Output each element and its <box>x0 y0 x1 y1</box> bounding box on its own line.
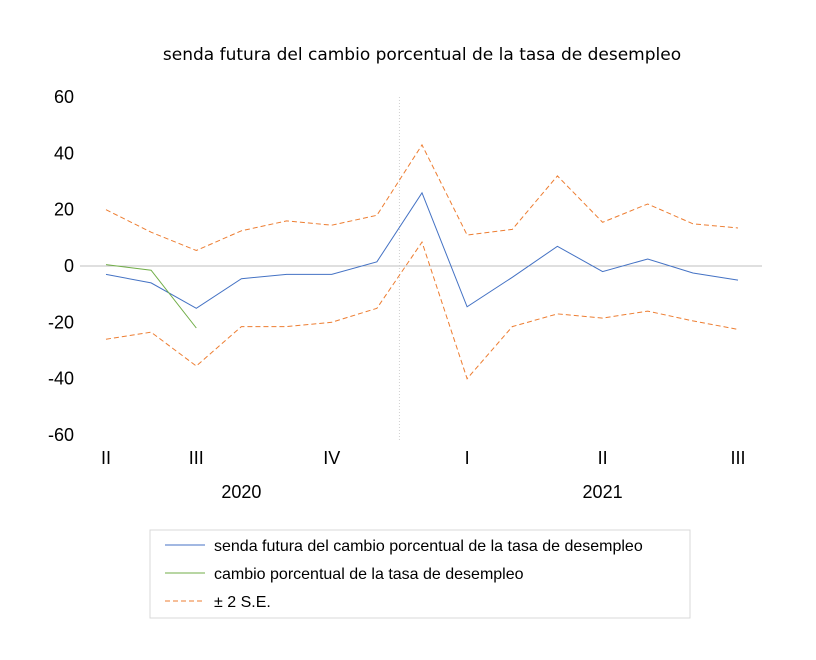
legend-box <box>149 529 691 619</box>
series-line-1 <box>105 264 197 329</box>
y-tick-label: 0 <box>64 256 74 276</box>
y-tick-label: -20 <box>48 312 74 332</box>
x-tick-label: III <box>189 448 204 468</box>
legend-label: senda futura del cambio porcentual de la… <box>214 538 643 555</box>
x-tick-label: I <box>465 448 470 468</box>
x-tick-label: II <box>598 448 608 468</box>
year-label: 2020 <box>221 482 261 502</box>
x-tick-label: IV <box>323 448 340 468</box>
legend-label: cambio porcentual de la tasa de desemple… <box>214 566 524 583</box>
year-label: 2021 <box>583 482 623 502</box>
y-tick-label: -60 <box>48 425 74 445</box>
y-tick-label: 40 <box>54 143 74 163</box>
series-line-0 <box>105 191 739 309</box>
series-line-3 <box>105 240 739 380</box>
chart-title: senda futura del cambio porcentual de la… <box>163 45 681 65</box>
y-tick-label: -40 <box>48 369 74 389</box>
series-line-2 <box>105 143 739 252</box>
y-tick-label: 60 <box>54 87 74 107</box>
y-tick-label: 20 <box>54 200 74 220</box>
x-tick-label: II <box>101 448 111 468</box>
legend: senda futura del cambio porcentual de la… <box>149 529 691 619</box>
x-tick-label: III <box>730 448 745 468</box>
legend-label: ± 2 S.E. <box>214 594 271 611</box>
